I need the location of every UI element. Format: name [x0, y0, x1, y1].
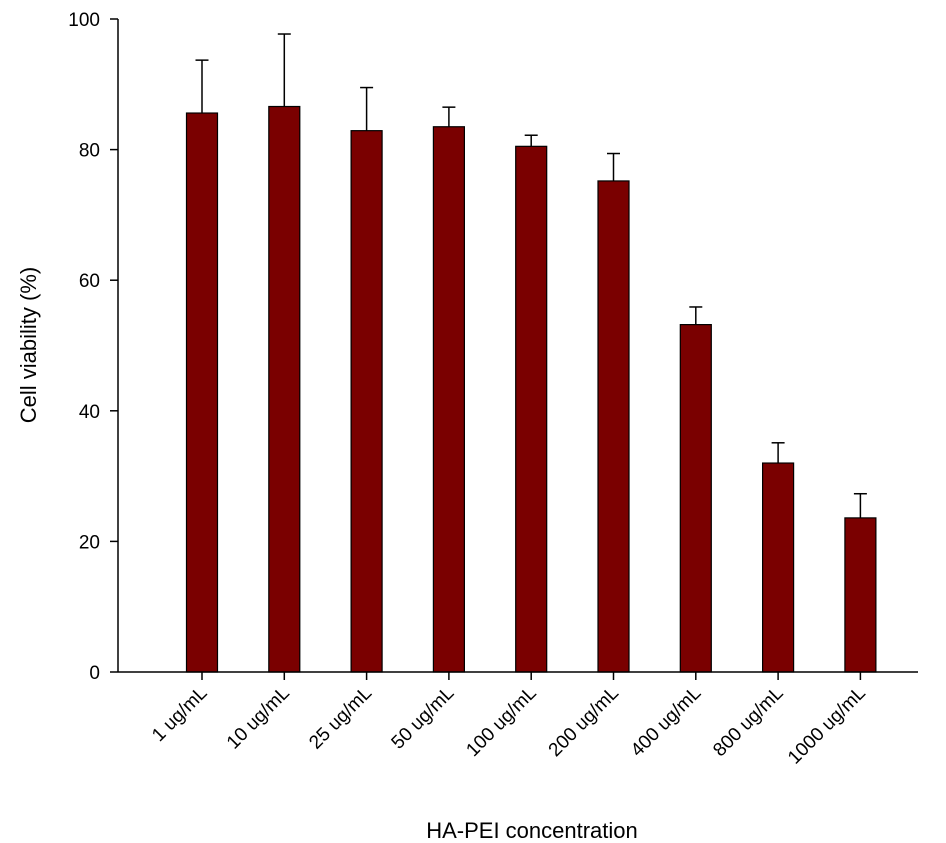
x-ticks-group: 1 ug/mL 10 ug/mL 25 ug/mL 50 ug/mL 100 ug/mL… [148, 672, 870, 769]
bar [515, 145, 548, 673]
y-tick-label: 60 [79, 271, 100, 292]
x-tick-label: 100 ug/mL [462, 683, 540, 761]
x-tick-label: 50 ug/mL [388, 683, 459, 754]
y-tick-label: 20 [79, 532, 100, 553]
y-ticks-group: 0 20 40 60 80 100 [68, 10, 118, 684]
bar [432, 126, 465, 673]
x-tick-label: 25 ug/mL [305, 683, 376, 754]
x-tick-label: 200 ug/mL [545, 683, 623, 761]
bar [844, 517, 877, 673]
x-tick-label: 400 ug/mL [627, 683, 705, 761]
y-tick-label: 40 [79, 402, 100, 423]
plot-area: 0 20 40 60 80 100 1 ug/mL 10 ug/mL 25 ug/mL 50 u… [68, 10, 918, 769]
y-axis-title: Cell viability (%) [16, 267, 41, 423]
bar [597, 180, 630, 673]
bars-group [185, 105, 877, 673]
bar [761, 462, 795, 673]
x-tick-label: 1 ug/mL [148, 683, 211, 746]
y-tick-label: 100 [68, 10, 100, 31]
bar [679, 324, 712, 673]
bar [268, 105, 301, 673]
y-tick-label: 80 [79, 141, 100, 162]
x-tick-label: 10 ug/mL [223, 683, 294, 754]
y-tick-label: 0 [89, 663, 100, 684]
bar [185, 112, 219, 673]
error-bars-group [195, 33, 867, 518]
x-axis-title: HA-PEI concentration [426, 818, 638, 843]
x-tick-label: 800 ug/mL [709, 683, 787, 761]
bar [350, 130, 383, 673]
x-tick-label: 1000 ug/mL [784, 683, 870, 769]
